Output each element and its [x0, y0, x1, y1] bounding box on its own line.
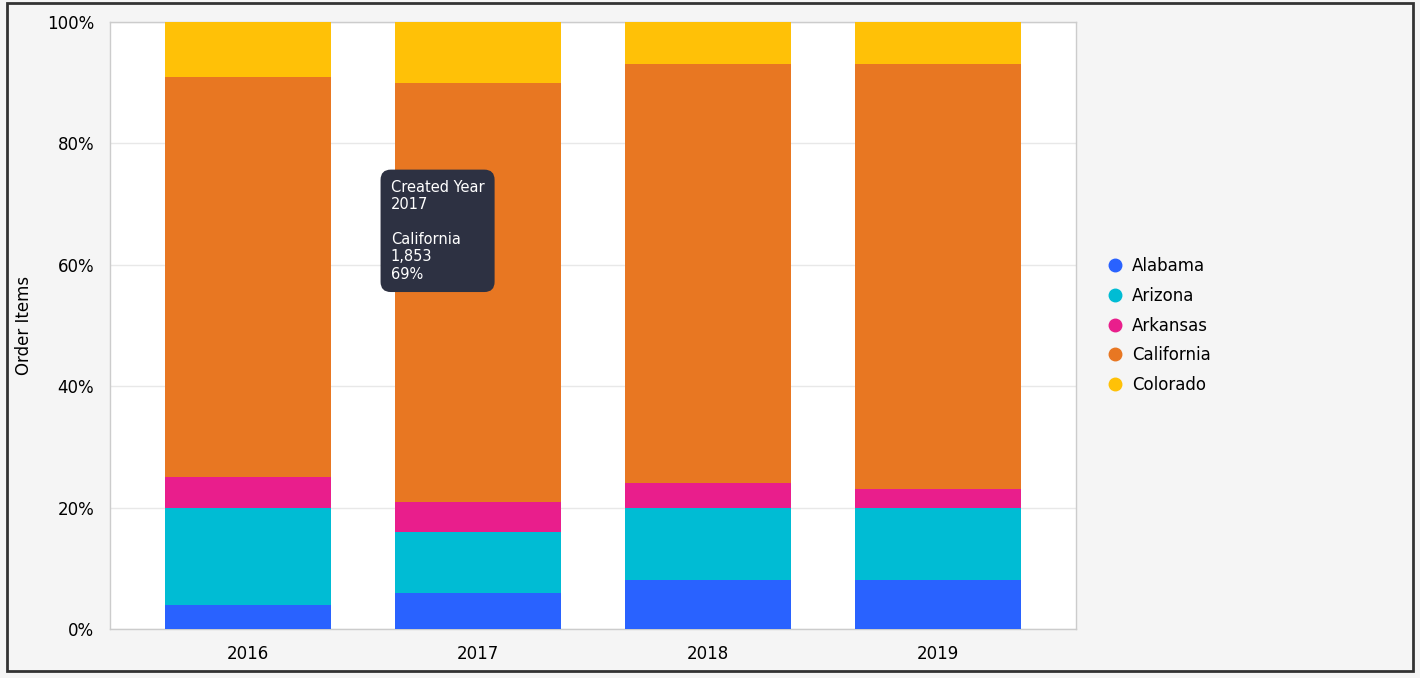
Legend: Alabama, Arizona, Arkansas, California, Colorado: Alabama, Arizona, Arkansas, California, …: [1103, 250, 1218, 401]
Bar: [855, 580, 1021, 629]
Bar: [855, 508, 1021, 580]
Bar: [395, 83, 561, 502]
Bar: [625, 508, 791, 580]
Bar: [625, 22, 791, 64]
Bar: [855, 490, 1021, 508]
Bar: [165, 605, 331, 629]
Bar: [625, 483, 791, 508]
Bar: [625, 580, 791, 629]
Bar: [395, 593, 561, 629]
Y-axis label: Order Items: Order Items: [16, 276, 33, 375]
Bar: [165, 22, 331, 77]
Bar: [855, 22, 1021, 64]
Bar: [165, 477, 331, 508]
Bar: [165, 77, 331, 477]
Bar: [855, 64, 1021, 490]
Bar: [395, 22, 561, 83]
Bar: [625, 64, 791, 483]
Bar: [165, 508, 331, 605]
Bar: [395, 532, 561, 593]
Bar: [395, 502, 561, 532]
Text: Created Year
2017

California
1,853
69%: Created Year 2017 California 1,853 69%: [391, 180, 484, 282]
